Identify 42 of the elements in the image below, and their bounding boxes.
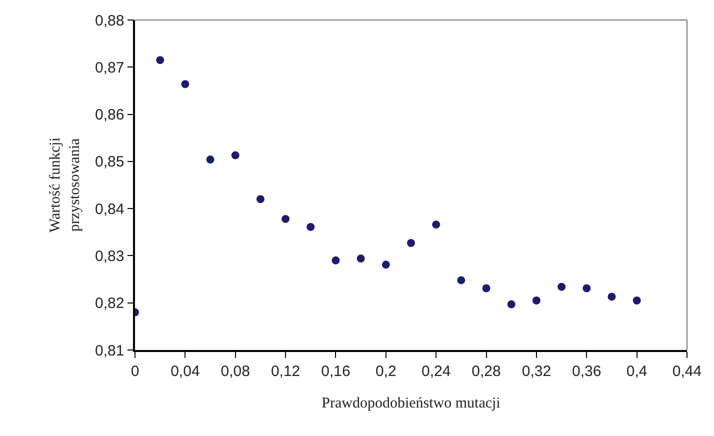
point bbox=[432, 220, 440, 229]
point bbox=[206, 156, 214, 164]
point bbox=[407, 238, 415, 247]
point bbox=[582, 284, 591, 292]
y-tick-label: 0,84 bbox=[95, 200, 124, 218]
x-tick-label: 0,4 bbox=[626, 362, 648, 380]
x-axis-title: Prawdopodobieństwo mutacji bbox=[322, 395, 500, 412]
point bbox=[282, 214, 290, 223]
point bbox=[532, 296, 540, 304]
x-tick-label: 0,32 bbox=[522, 362, 552, 380]
point bbox=[558, 282, 566, 291]
y-tick-label: 0,81 bbox=[95, 342, 124, 360]
y-tick-label: 0,85 bbox=[95, 154, 124, 171]
point bbox=[382, 260, 390, 269]
y-tick-label: 0,86 bbox=[95, 106, 124, 124]
x-tick-label: 0,44 bbox=[672, 362, 702, 380]
x-tick-label: 0,28 bbox=[472, 362, 501, 380]
point bbox=[482, 284, 490, 292]
y-tick-label: 0,87 bbox=[95, 59, 124, 76]
y-tick-label: 0,88 bbox=[95, 12, 124, 30]
point bbox=[256, 195, 264, 204]
x-tick-label: 0,36 bbox=[572, 362, 602, 380]
y-axis-title: Wartość funkcji przystosowania bbox=[47, 137, 83, 233]
point bbox=[181, 80, 190, 88]
point bbox=[507, 300, 516, 308]
x-tick-label: 0 bbox=[130, 362, 140, 380]
x-tick-label: 0,04 bbox=[170, 362, 200, 380]
x-tick-label: 0,2 bbox=[375, 362, 396, 380]
point bbox=[632, 296, 641, 304]
x-tick-label: 0,24 bbox=[421, 362, 451, 380]
point bbox=[231, 151, 240, 160]
y-tick-label: 0,83 bbox=[95, 248, 124, 265]
point bbox=[332, 256, 340, 264]
point bbox=[457, 276, 466, 284]
point bbox=[356, 254, 365, 263]
y-tick-label: 0,82 bbox=[95, 295, 124, 312]
x-tick-label: 0,16 bbox=[321, 362, 350, 380]
point bbox=[608, 292, 616, 301]
point bbox=[156, 56, 164, 64]
x-tick-label: 0,08 bbox=[220, 362, 250, 380]
point bbox=[306, 222, 315, 231]
x-tick-label: 0,12 bbox=[270, 362, 300, 380]
